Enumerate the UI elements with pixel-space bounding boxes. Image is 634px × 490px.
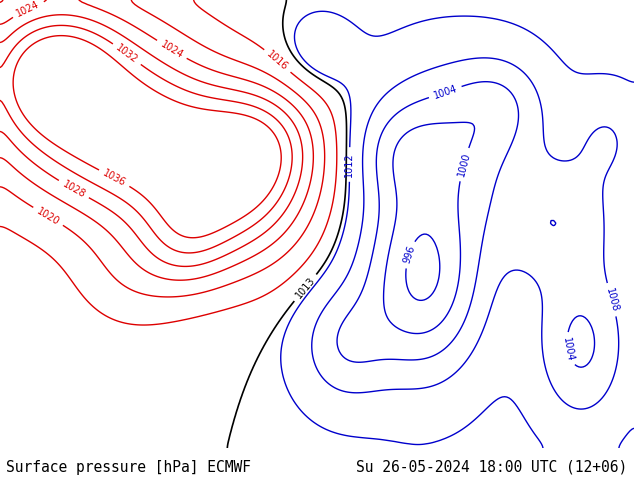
Text: 1004: 1004 [560,336,575,362]
Text: 1008: 1008 [604,287,620,313]
Text: 1024: 1024 [15,0,41,19]
Text: 1012: 1012 [344,152,354,177]
Text: 1032: 1032 [114,43,139,66]
Text: Su 26-05-2024 18:00 UTC (12+06): Su 26-05-2024 18:00 UTC (12+06) [356,460,628,475]
Text: 996: 996 [401,245,417,265]
Text: 1020: 1020 [35,206,61,227]
Text: 1028: 1028 [61,179,87,200]
Text: 1036: 1036 [101,168,127,188]
Text: 1024: 1024 [158,39,185,60]
Text: Surface pressure [hPa] ECMWF: Surface pressure [hPa] ECMWF [6,460,251,475]
Text: 1013: 1013 [294,275,317,300]
Text: 1016: 1016 [265,49,290,73]
Text: 1000: 1000 [456,151,472,177]
Text: 1004: 1004 [432,83,458,101]
